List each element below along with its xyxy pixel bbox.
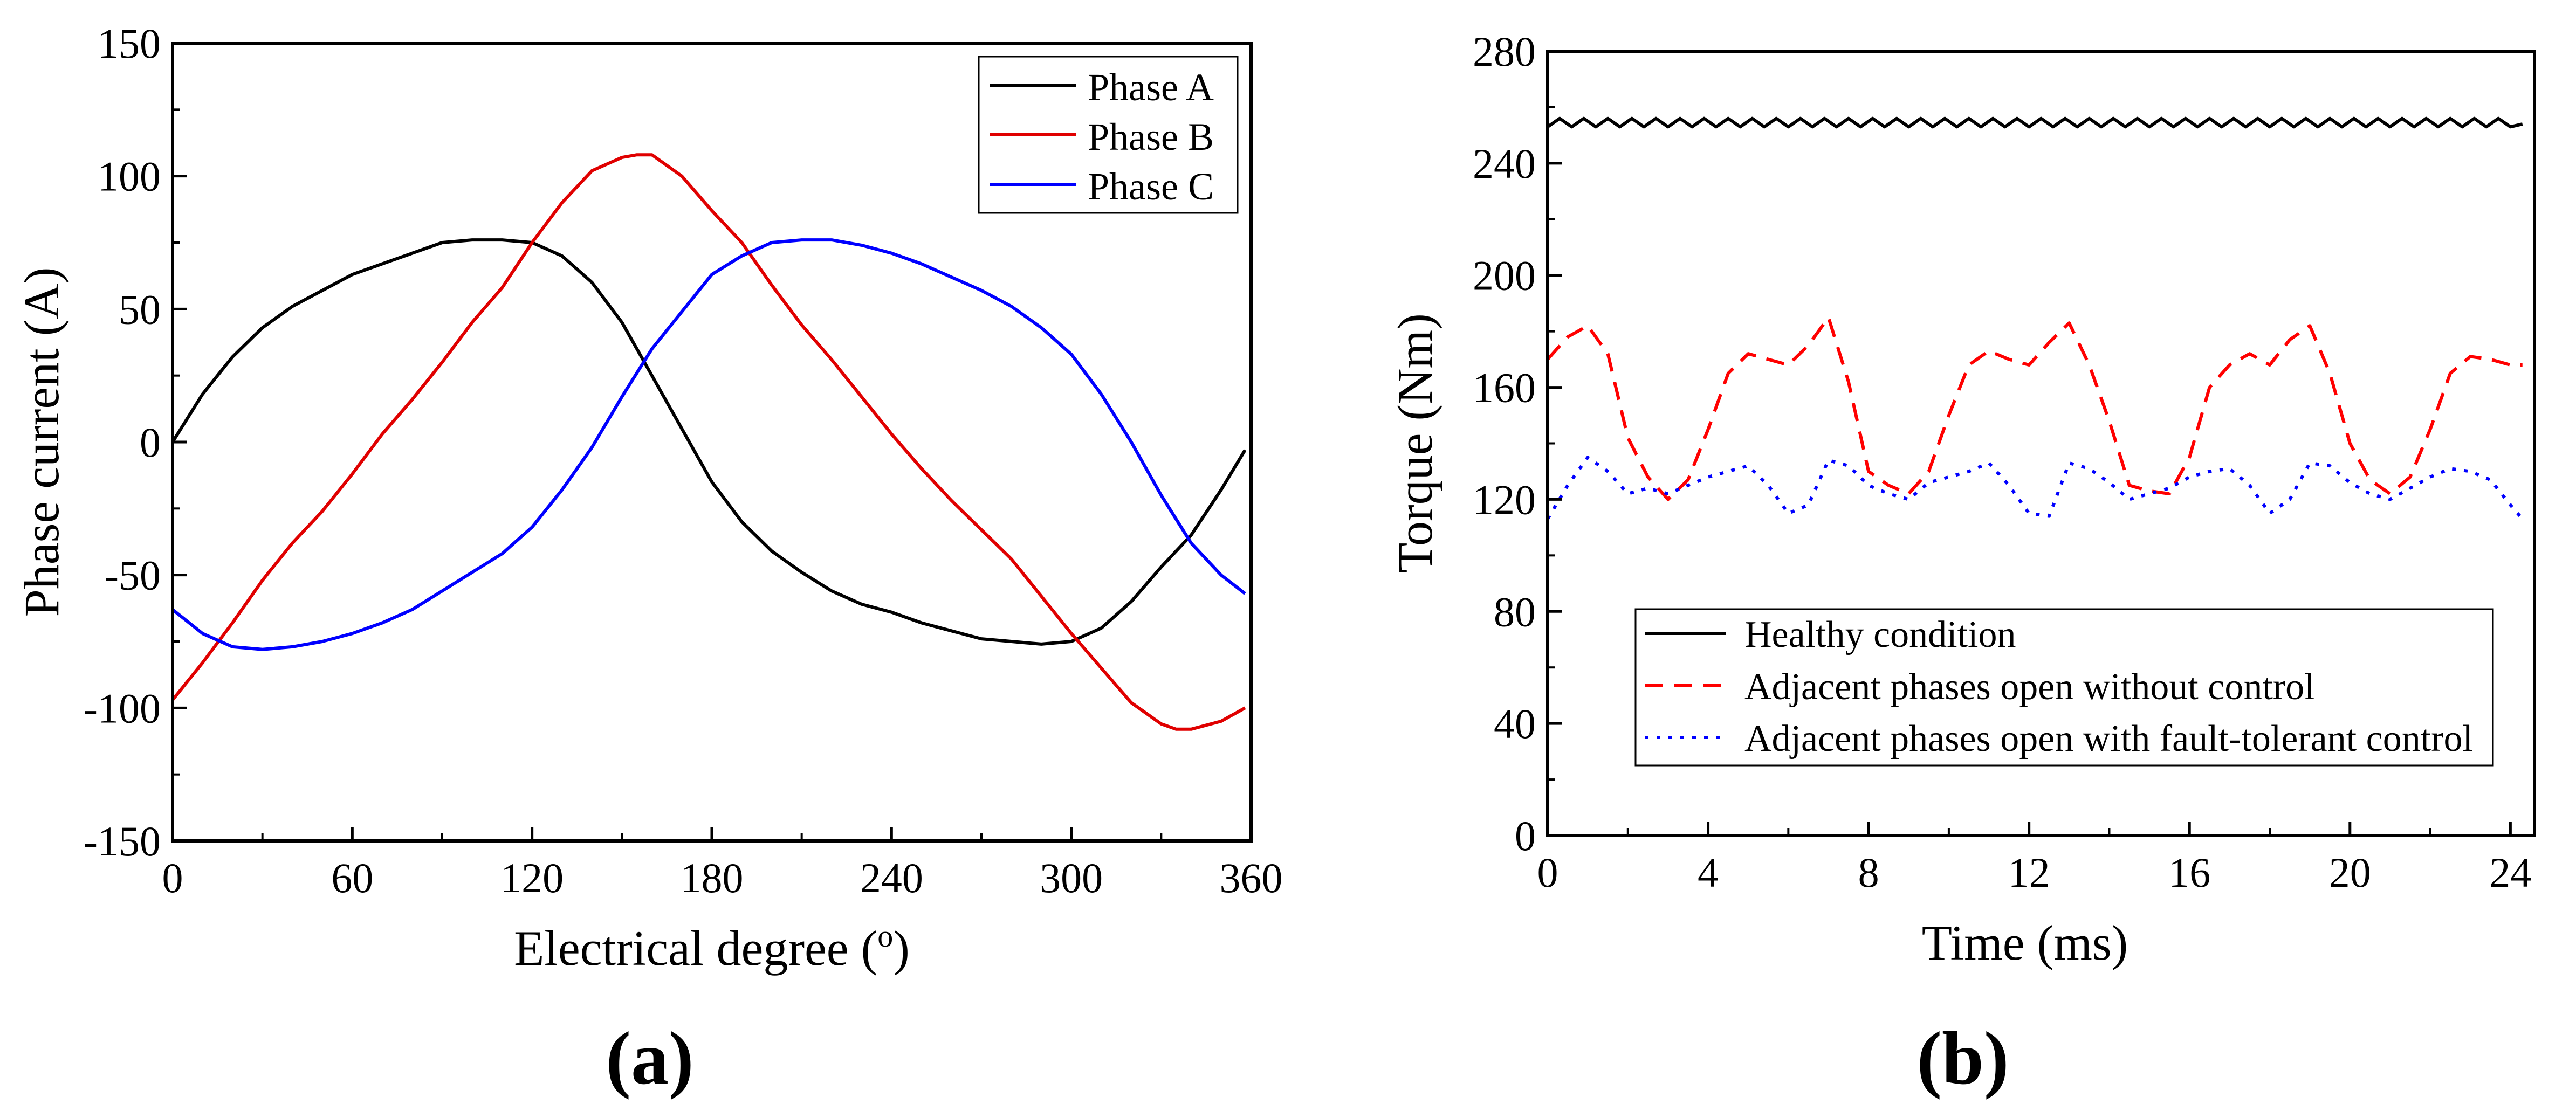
panel-a-x-axis-title-degree: o <box>877 919 893 954</box>
panel-b-ticks <box>1546 50 2512 837</box>
panel-b-y-axis-title: Torque (Nm) <box>1387 313 1442 573</box>
panel-a-series-phase-b <box>171 153 1246 731</box>
panel-b-y-tick-label: 0 <box>1515 812 1536 859</box>
panel-b-legend-label-fault-tolerant: Adjacent phases open with fault-tolerant… <box>1744 718 2473 760</box>
panel-a-legend-label-phase-c: Phase C <box>1088 165 1214 208</box>
panel-a-x-axis-title-text: Electrical degree ( <box>514 921 877 976</box>
panel-a: 0 60 120 180 240 300 360 -150 -100 -50 0 50 100 150 P… <box>14 20 1283 1100</box>
panel-a-y-tick-label: 150 <box>98 20 161 67</box>
panel-a-x-tick-label: 180 <box>681 854 744 901</box>
panel-b-legend-box <box>1634 608 2494 767</box>
panel-a-ticks <box>171 42 1253 843</box>
panel-a-tick-labels: 0 60 120 180 240 300 360 -150 -100 -50 0 50 100 150 <box>84 20 1282 901</box>
panel-b-series-healthy-condition <box>1547 116 2523 129</box>
panel-a-x-tick-label: 240 <box>860 854 923 901</box>
panel-b-y-tick-label: 120 <box>1473 476 1536 523</box>
panel-b-series <box>1546 116 2524 520</box>
panel-b-series-adjacent-phases-open-with-fault-tolerant-control <box>1546 456 2524 520</box>
panel-b-legend-label-healthy: Healthy condition <box>1744 614 2016 655</box>
panel-a-x-tick-label: 360 <box>1220 854 1283 901</box>
panel-a-y-tick-label: 50 <box>119 286 161 333</box>
panel-b-x-tick-label: 8 <box>1858 849 1879 896</box>
panel-b-y-tick-label: 280 <box>1473 28 1536 75</box>
panel-b-y-tick-label: 80 <box>1494 588 1536 635</box>
panel-b-y-tick-label: 160 <box>1473 364 1536 411</box>
panel-b-series-adjacent-phases-open-without-control <box>1546 315 2523 501</box>
panel-b-y-tick-label: 200 <box>1473 252 1536 299</box>
panel-b-x-tick-label: 20 <box>2329 849 2371 896</box>
panel-a-y-tick-label: -100 <box>84 685 161 731</box>
panel-a-y-axis-title: Phase current (A) <box>14 267 69 617</box>
panel-b-legend-label-without-control: Adjacent phases open without control <box>1744 666 2315 708</box>
panel-b-x-tick-label: 12 <box>2008 849 2050 896</box>
panel-b-legend: Healthy condition Adjacent phases open w… <box>1634 608 2494 767</box>
panel-a-x-axis-title: Electrical degree (o) <box>514 919 910 976</box>
panel-a-legend: Phase A Phase B Phase C <box>978 56 1239 214</box>
panel-a-y-tick-label: -50 <box>105 552 161 599</box>
panel-b-x-tick-label: 4 <box>1698 849 1719 896</box>
panel-a-x-tick-label: 0 <box>162 854 183 901</box>
panel-a-x-tick-label: 300 <box>1040 854 1103 901</box>
panel-a-x-tick-label: 60 <box>331 854 373 901</box>
panel-b-label: (b) <box>1916 1017 2009 1100</box>
panel-a-x-axis-title-close: ) <box>893 921 910 976</box>
panel-a-y-tick-label: -150 <box>84 818 161 865</box>
panel-b-x-tick-label: 0 <box>1537 849 1558 896</box>
panel-b-y-tick-label: 40 <box>1494 700 1536 747</box>
panel-b-y-tick-label: 240 <box>1473 140 1536 187</box>
panel-a-series <box>171 153 1247 731</box>
panel-a-y-tick-label: 100 <box>98 153 161 200</box>
panel-a-series-phase-c <box>171 238 1246 651</box>
panel-a-x-tick-label: 120 <box>500 854 564 901</box>
panel-a-legend-label-phase-b: Phase B <box>1088 115 1214 158</box>
panel-a-legend-label-phase-a: Phase A <box>1088 66 1214 109</box>
panel-b-x-tick-label: 16 <box>2168 849 2210 896</box>
panel-a-y-tick-label: 0 <box>140 419 161 466</box>
panel-b-x-axis-title: Time (ms) <box>1922 915 2128 970</box>
panel-b-x-tick-label: 24 <box>2489 849 2531 896</box>
panel-a-label: (a) <box>606 1017 693 1100</box>
